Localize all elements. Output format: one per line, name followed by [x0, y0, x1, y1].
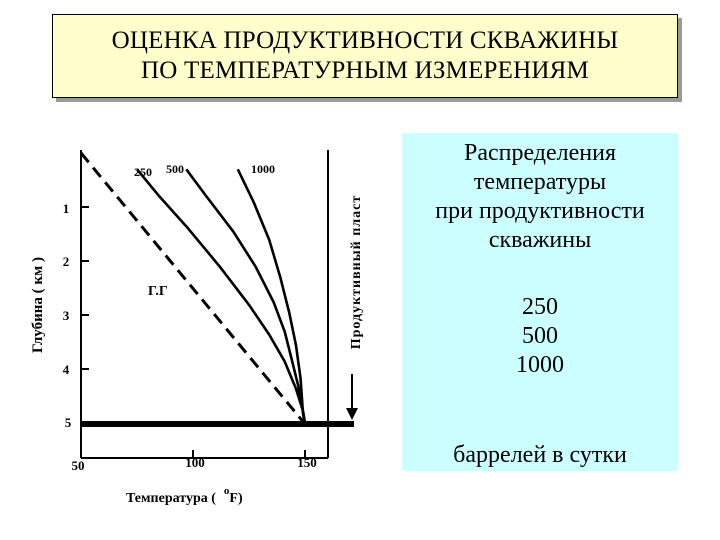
info-panel: Распределения температуры при продуктивн… — [402, 133, 678, 471]
y-tick-label: 5 — [65, 415, 72, 430]
production-curve-250 — [135, 168, 305, 411]
info-value: 500 — [522, 323, 558, 349]
geotherm-label: Г.Г — [148, 284, 168, 299]
x-axis-label-prefix: Температура ( — [126, 491, 216, 506]
info-heading-line: при продуктивности — [435, 198, 645, 224]
info-heading: Распределения температуры при продуктивн… — [402, 139, 678, 255]
x-tick-label: 50 — [72, 458, 85, 473]
info-heading-line: температуры — [473, 169, 607, 195]
production-curve-1000 — [236, 168, 305, 411]
layer-label: Продуктивный пласт — [349, 195, 364, 350]
curve-label-500: 500 — [166, 162, 184, 176]
layer-arrow-head — [346, 408, 358, 420]
y-tick-label: 2 — [63, 254, 70, 269]
curve-label-250: 250 — [134, 165, 152, 179]
x-axis-label: Температура ( oF) — [126, 485, 243, 506]
x-axis-label-suffix: F) — [229, 491, 243, 506]
x-ticks: 50 100 150 — [72, 450, 317, 473]
x-tick-label: 150 — [297, 455, 317, 470]
curve-label-1000: 1000 — [251, 162, 275, 176]
info-heading-line: Распределения — [463, 140, 617, 166]
y-axis-label: Глубина ( км ) — [30, 257, 46, 353]
y-tick-label: 1 — [63, 201, 70, 216]
series-layer — [79, 152, 307, 425]
info-values: 250 500 1000 — [402, 293, 678, 380]
info-value: 1000 — [516, 352, 564, 378]
info-unit: баррелей в сутки — [453, 442, 627, 468]
info-heading-line: скважины — [488, 227, 592, 253]
geotherm-dashed-line — [79, 152, 307, 425]
info-value: 250 — [522, 294, 558, 320]
curves-convergence — [301, 410, 307, 425]
y-ticks: 1 2 3 4 5 — [63, 201, 89, 430]
title-line-2: ПО ТЕМПЕРАТУРНЫМ ИЗМЕРЕНИЯМ — [141, 57, 589, 84]
y-tick-label: 4 — [63, 362, 70, 377]
production-curve-500 — [185, 168, 305, 411]
title-line-1: ОЦЕНКА ПРОДУКТИВНОСТИ СКВАЖИНЫ — [111, 27, 619, 54]
title-box: ОЦЕНКА ПРОДУКТИВНОСТИ СКВАЖИНЫ ПО ТЕМПЕР… — [52, 14, 678, 98]
degree-mark: o — [224, 485, 230, 497]
x-tick-label: 100 — [185, 455, 205, 470]
y-tick-label: 3 — [63, 308, 70, 323]
